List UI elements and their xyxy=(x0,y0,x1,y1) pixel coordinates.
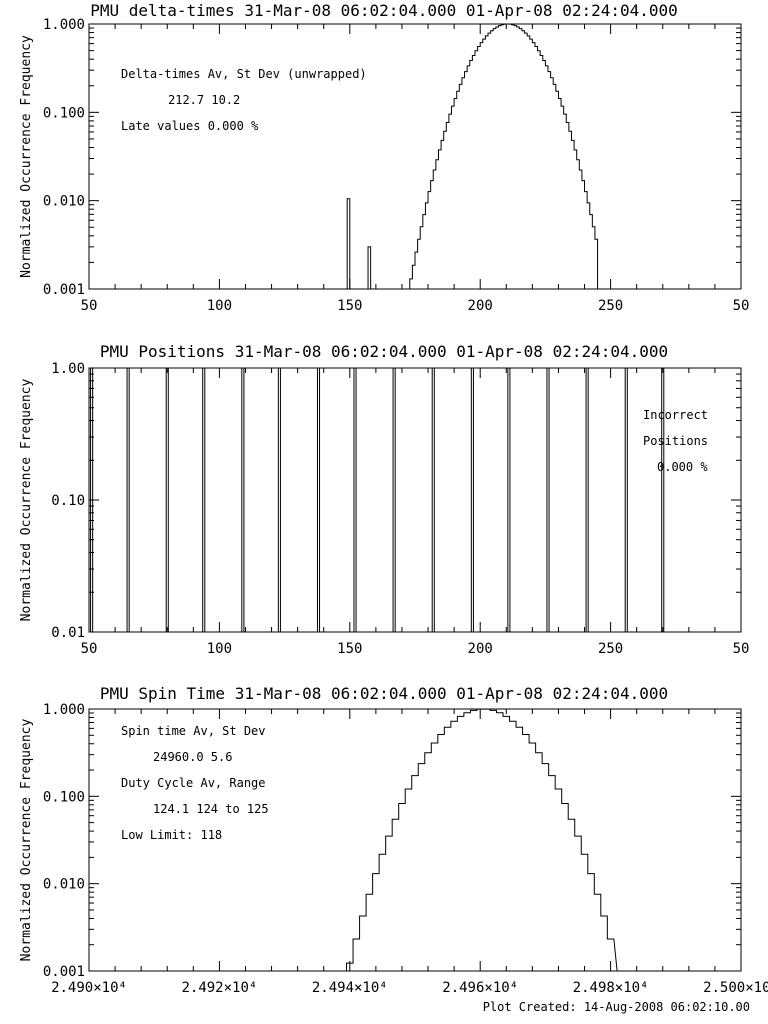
position-bar xyxy=(202,367,206,632)
x-tick-label: 200 xyxy=(468,641,493,657)
annotation-text: Spin time Av, St Dev xyxy=(121,724,266,738)
x-tick-label: 50 xyxy=(81,641,98,657)
position-bar xyxy=(241,367,245,632)
y-tick-label: 0.01 xyxy=(51,625,85,641)
chart-1: 0.001 0.010 0.100 1.000 50 100 150 200 250 50 Norm… xyxy=(19,17,749,314)
x-tick-label: 2.490×10⁴ xyxy=(51,980,127,996)
x-tick-label: 50 xyxy=(733,298,750,314)
annotation-text: 24960.0 5.6 xyxy=(153,750,232,764)
x-tick-label: 150 xyxy=(337,298,362,314)
annotation-text: Duty Cycle Av, Range xyxy=(121,776,266,790)
histogram-step-line xyxy=(346,708,618,972)
y-tick-label: 0.010 xyxy=(43,877,85,893)
chart-3-series xyxy=(346,708,618,972)
y-tick-label: 0.10 xyxy=(51,493,85,509)
x-tick-label: 200 xyxy=(468,298,493,314)
position-bar xyxy=(431,367,435,632)
position-bar xyxy=(624,367,628,632)
chart-1-series xyxy=(346,23,599,290)
position-bar xyxy=(546,367,550,632)
x-tick-label: 50 xyxy=(81,298,98,314)
annotation-text: 0.000 % xyxy=(657,460,708,474)
x-tick-label: 2.494×10⁴ xyxy=(312,980,388,996)
y-tick-label: 1.000 xyxy=(43,702,85,718)
plot-created-label: Plot Created: 14-Aug-2008 06:02:10.00 xyxy=(482,1000,750,1014)
x-tick-label: 100 xyxy=(207,298,232,314)
y-axis-label: Normalized Occurrence Frequency xyxy=(19,35,34,278)
x-tick-label: 100 xyxy=(207,641,232,657)
chart-2-title: PMU Positions 31-Mar-08 06:02:04.000 01-… xyxy=(99,342,669,361)
position-bar xyxy=(507,367,511,632)
histogram-spike xyxy=(346,198,351,289)
y-tick-label: 0.100 xyxy=(43,789,85,805)
x-tick-label: 250 xyxy=(598,298,623,314)
position-bar xyxy=(316,367,321,632)
position-bar xyxy=(165,367,169,632)
position-bar xyxy=(126,367,130,632)
histogram-spike xyxy=(367,246,372,289)
y-tick-label: 1.00 xyxy=(51,361,85,377)
annotation-text: Late values 0.000 % xyxy=(121,119,259,133)
y-tick-label: 0.010 xyxy=(43,194,85,210)
position-bar xyxy=(661,367,665,632)
plots-canvas: 0.001 0.010 0.100 1.000 50 100 150 200 250 50 Norm… xyxy=(19,17,768,996)
annotation-text: Positions xyxy=(643,434,708,448)
y-tick-label: 1.000 xyxy=(43,17,85,33)
y-tick-label: 0.100 xyxy=(43,105,85,121)
position-bar xyxy=(353,367,357,632)
chart-3: 0.001 0.010 0.100 1.000 2.490×10⁴ 2.492×10⁴ 2.… xyxy=(19,702,768,996)
chart-3-frame xyxy=(88,708,742,972)
position-bar xyxy=(90,367,94,632)
annotation-text: Incorrect xyxy=(643,408,708,422)
histogram-step-line xyxy=(401,23,599,290)
chart-1-title: PMU delta-times 31-Mar-08 06:02:04.000 0… xyxy=(90,1,678,20)
annotation-text: Low Limit: 118 xyxy=(121,828,222,842)
chart-2-series xyxy=(90,367,665,632)
chart-1-frame xyxy=(88,23,742,290)
x-tick-label: 2.492×10⁴ xyxy=(181,980,257,996)
x-tick-label: 2.498×10⁴ xyxy=(573,980,649,996)
position-bar xyxy=(585,367,589,632)
x-tick-label: 50 xyxy=(733,641,750,657)
x-tick-label: 250 xyxy=(598,641,623,657)
y-axis-label: Normalized Occurrence Frequency xyxy=(19,719,34,962)
x-tick-label: 2.496×10⁴ xyxy=(442,980,518,996)
y-axis-label: Normalized Occurrence Frequency xyxy=(19,379,34,622)
chart-3-title: PMU Spin Time 31-Mar-08 06:02:04.000 01-… xyxy=(99,684,669,703)
chart-2: 0.01 0.10 1.00 50 100 150 200 250 50 Normalized O… xyxy=(19,361,749,657)
annotation-text: 212.7 10.2 xyxy=(168,93,240,107)
position-bar xyxy=(470,367,474,632)
x-tick-label: 2.500×10⁴ xyxy=(703,980,768,996)
position-bar xyxy=(277,367,281,632)
annotation-text: Delta-times Av, St Dev (unwrapped) xyxy=(121,67,367,81)
y-tick-label: 0.001 xyxy=(43,964,85,980)
x-tick-label: 150 xyxy=(337,641,362,657)
annotation-text: 124.1 124 to 125 xyxy=(153,802,269,816)
position-bar xyxy=(392,367,396,632)
y-tick-label: 0.001 xyxy=(43,282,85,298)
